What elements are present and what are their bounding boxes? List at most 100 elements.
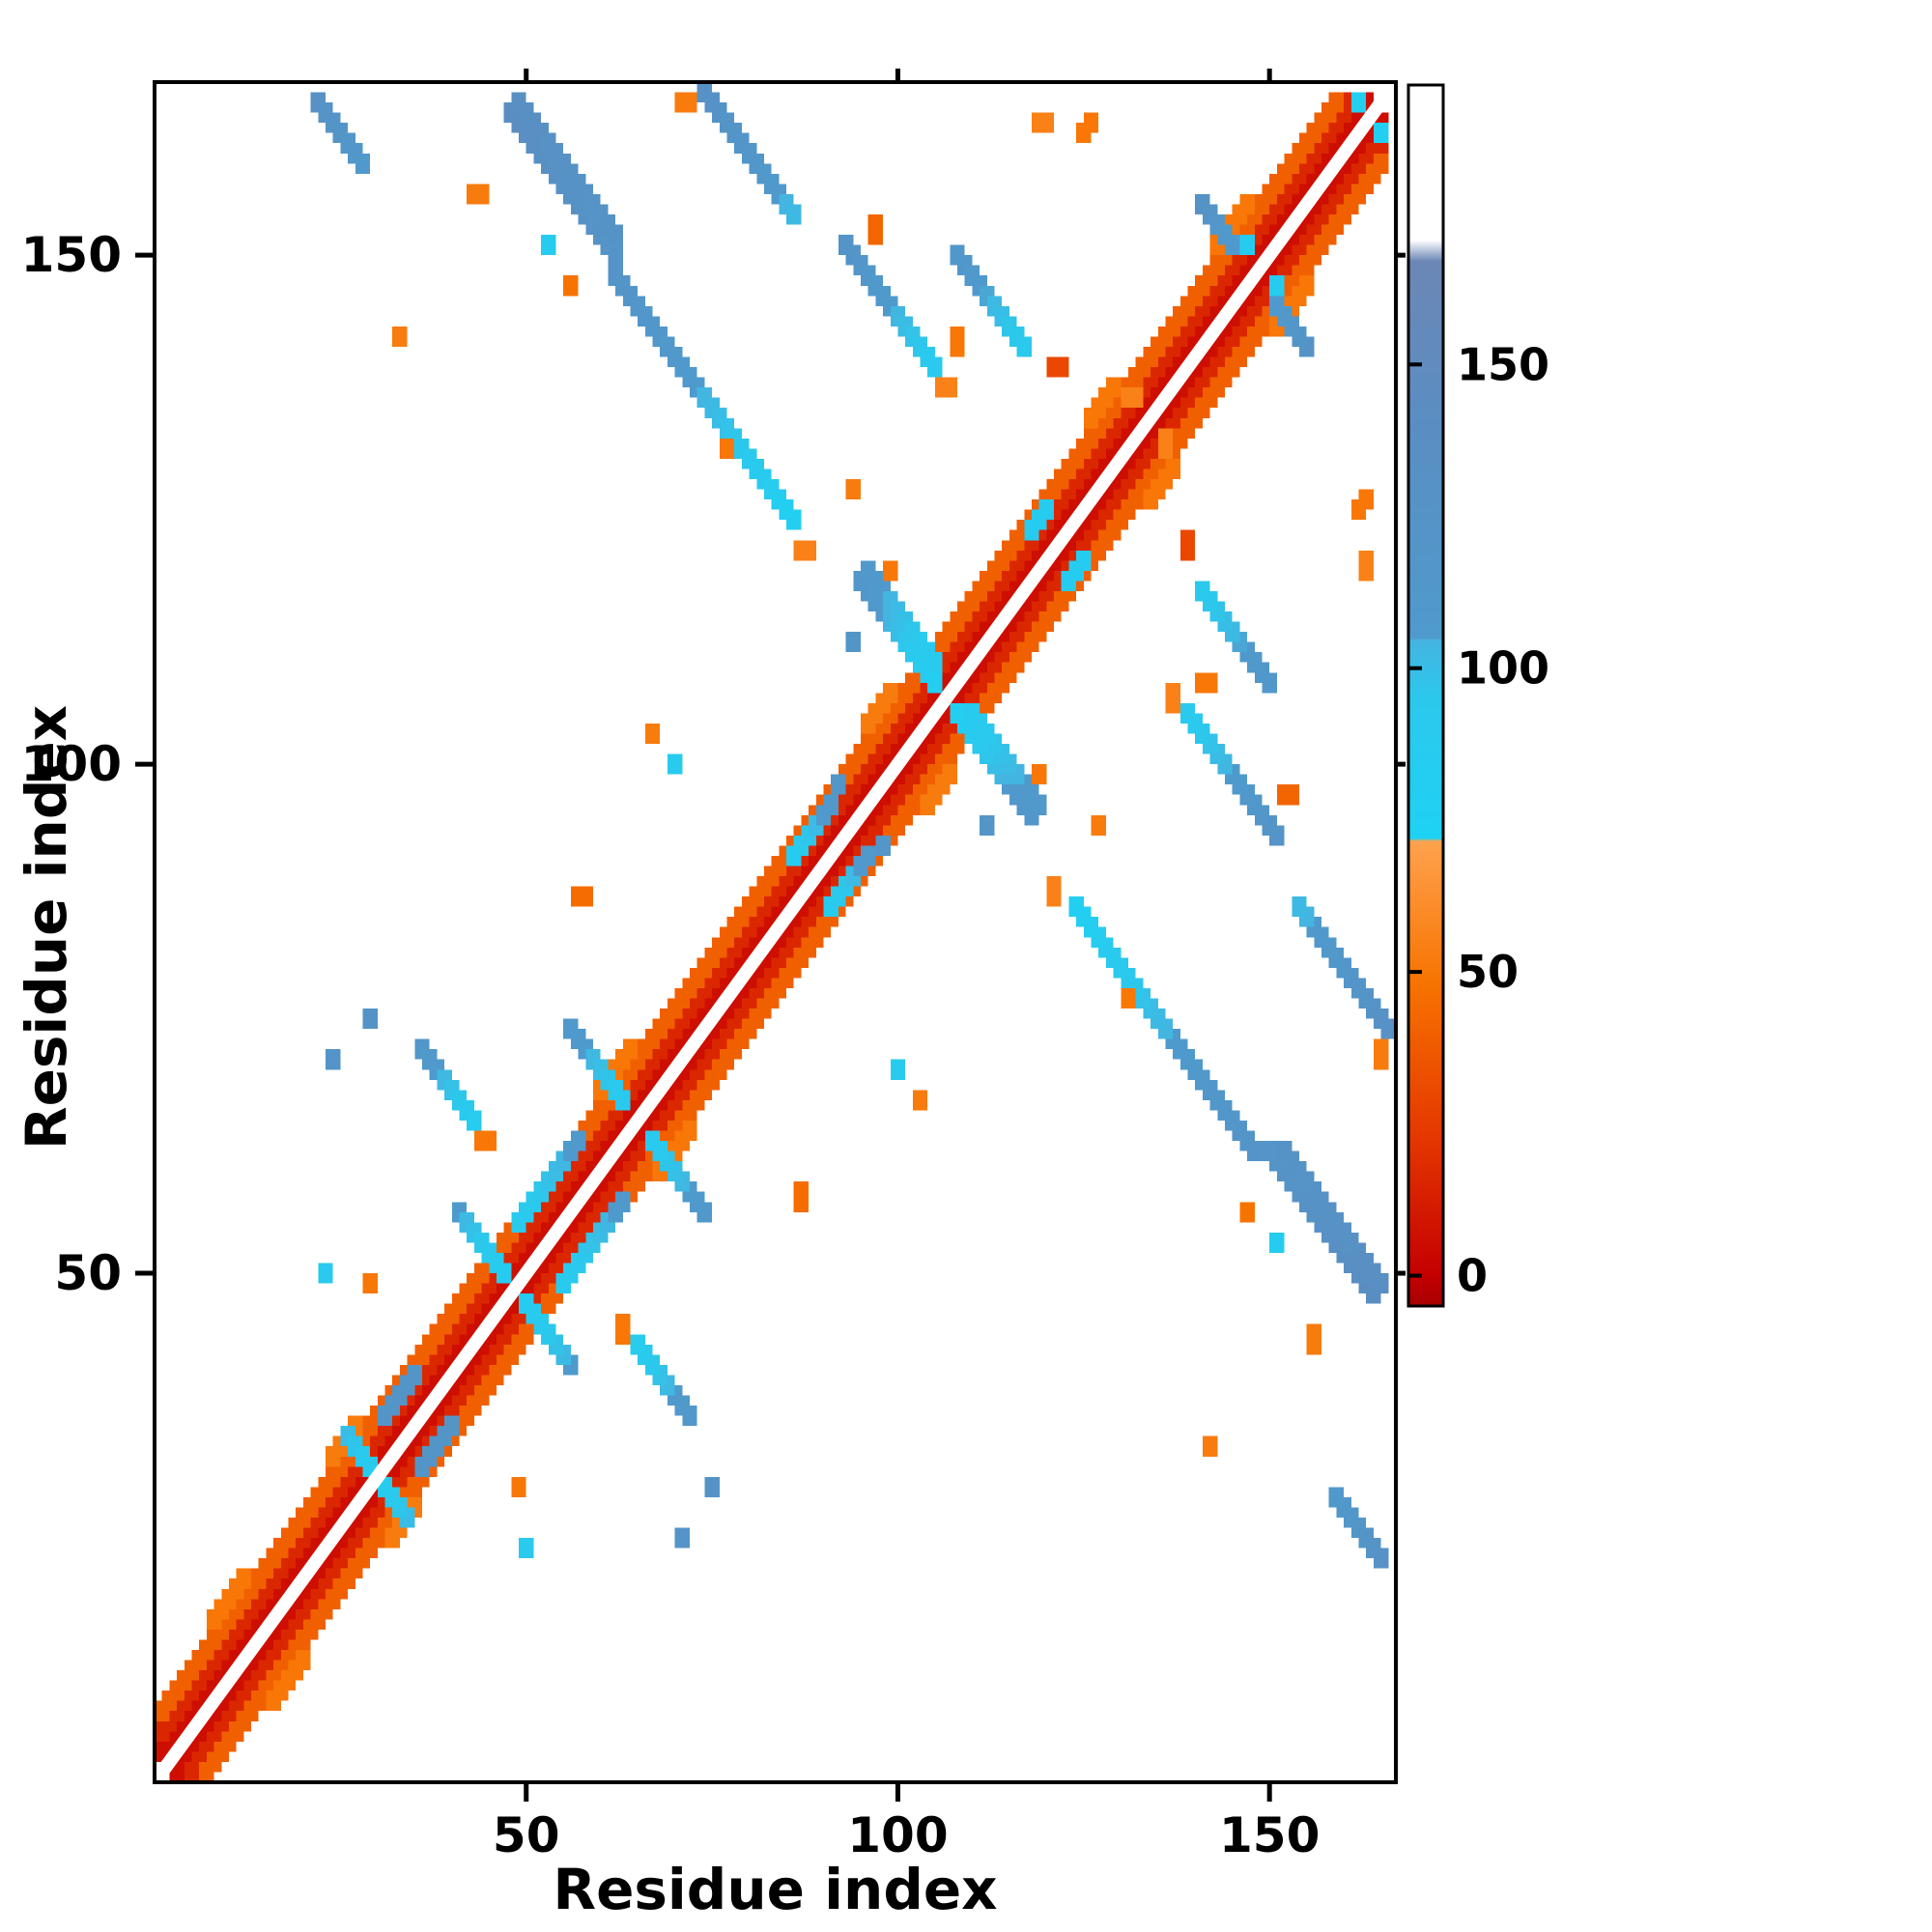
contact-cell — [1373, 1038, 1389, 1060]
contact-cell — [1292, 896, 1307, 918]
y-tick-label: 100 — [21, 736, 122, 792]
contact-cell — [473, 184, 490, 205]
contact-cell — [883, 560, 898, 582]
contact-cell — [823, 794, 838, 815]
contact-cell — [644, 723, 661, 745]
contact-cell — [1239, 235, 1255, 256]
contact-cell — [578, 886, 593, 907]
contact-cell — [1276, 1141, 1293, 1162]
contact-cell — [1373, 123, 1389, 144]
contact-cell — [1358, 489, 1374, 510]
contact-cell — [481, 1130, 497, 1151]
contact-cell — [1269, 296, 1285, 317]
contact-cell — [519, 1293, 534, 1315]
contact-cell — [1269, 275, 1285, 297]
contact-cell — [519, 1538, 534, 1559]
contact-cell — [630, 1334, 645, 1355]
contact-cell — [950, 702, 965, 724]
contact-cell — [362, 1009, 378, 1030]
contact-cell — [325, 1049, 341, 1070]
contact-cell — [1195, 581, 1210, 602]
contact-cell — [1091, 814, 1106, 836]
contact-cell — [236, 1568, 252, 1589]
contact-cell — [608, 244, 623, 266]
contact-cell — [964, 702, 980, 724]
colorbar-tick-label: 150 — [1457, 338, 1549, 390]
contact-cell — [801, 540, 816, 561]
contact-cell — [793, 1181, 810, 1203]
contact-cell — [296, 1649, 311, 1671]
contact-cell — [1298, 275, 1315, 297]
contact-cell — [942, 377, 958, 398]
contact-cell — [1179, 529, 1196, 551]
contact-cell — [1284, 784, 1299, 806]
contact-cell — [1038, 499, 1055, 521]
contact-cell — [467, 1110, 482, 1131]
colorbar-tick-label: 100 — [1457, 642, 1549, 695]
contact-cell — [1239, 193, 1255, 215]
contact-cell — [1373, 153, 1389, 174]
contact-cell — [950, 336, 965, 357]
contact-cell — [927, 652, 943, 673]
contact-cell — [362, 1273, 378, 1294]
colorbar-gradient — [1408, 85, 1443, 1306]
contact-cell — [407, 1364, 423, 1385]
contact-cell — [674, 1527, 691, 1548]
contact-cell — [845, 479, 861, 500]
contact-cell — [1306, 1323, 1322, 1345]
contact-cell — [1076, 550, 1092, 571]
contact-cell — [615, 1090, 631, 1111]
contact-cell — [622, 1038, 639, 1060]
contact-cell — [1127, 387, 1144, 409]
contact-cell — [1328, 1487, 1345, 1508]
contact-cell — [875, 835, 891, 856]
contact-cell — [1068, 896, 1084, 918]
contact-cell — [1157, 428, 1174, 449]
contact-cell — [1046, 876, 1062, 897]
contact-cell — [444, 1415, 460, 1436]
x-tick-label: 150 — [1219, 1807, 1320, 1863]
plot-frame — [153, 80, 1398, 1784]
contact-cell — [615, 1314, 631, 1335]
contact-cell — [1083, 112, 1099, 133]
contact-cell — [355, 153, 371, 174]
contact-cell — [1038, 112, 1055, 133]
contact-cell — [883, 682, 898, 703]
contact-cell — [927, 356, 943, 378]
contact-cell — [980, 814, 995, 836]
x-tick-label: 50 — [493, 1807, 560, 1863]
contact-cell — [704, 1476, 720, 1497]
colorbar-tick-label: 50 — [1457, 946, 1519, 998]
contact-cell — [644, 1130, 661, 1151]
colorbar-tick-label: 0 — [1457, 1250, 1488, 1302]
contact-cell — [1328, 92, 1345, 113]
contact-cell — [511, 1476, 526, 1497]
contact-cell — [1165, 458, 1180, 480]
y-axis-title: Residue index — [14, 704, 79, 1151]
contact-cell — [1165, 682, 1180, 703]
contact-cell — [927, 672, 943, 694]
contact-cell — [1202, 1435, 1218, 1457]
contact-cell — [682, 1120, 697, 1142]
contact-cell — [860, 845, 876, 867]
contact-cell — [496, 1263, 512, 1284]
contact-cell — [1239, 1202, 1255, 1223]
contact-cell — [1195, 672, 1210, 694]
contact-cell — [563, 275, 579, 297]
contact-cell — [845, 632, 861, 653]
contact-cell — [1179, 702, 1196, 724]
contact-cell — [1105, 377, 1122, 398]
x-axis-title: Residue index — [553, 1857, 998, 1922]
diagonal-gap-line — [155, 82, 1396, 1782]
contact-cell — [890, 1059, 906, 1080]
contact-cell — [1350, 92, 1367, 113]
contact-cell — [1016, 336, 1032, 357]
contact-cell — [1358, 550, 1374, 571]
y-tick-label: 150 — [21, 227, 122, 283]
contact-cell — [682, 92, 697, 113]
contact-cell — [786, 204, 802, 225]
contact-cell — [867, 214, 884, 236]
contact-cell — [667, 753, 683, 775]
